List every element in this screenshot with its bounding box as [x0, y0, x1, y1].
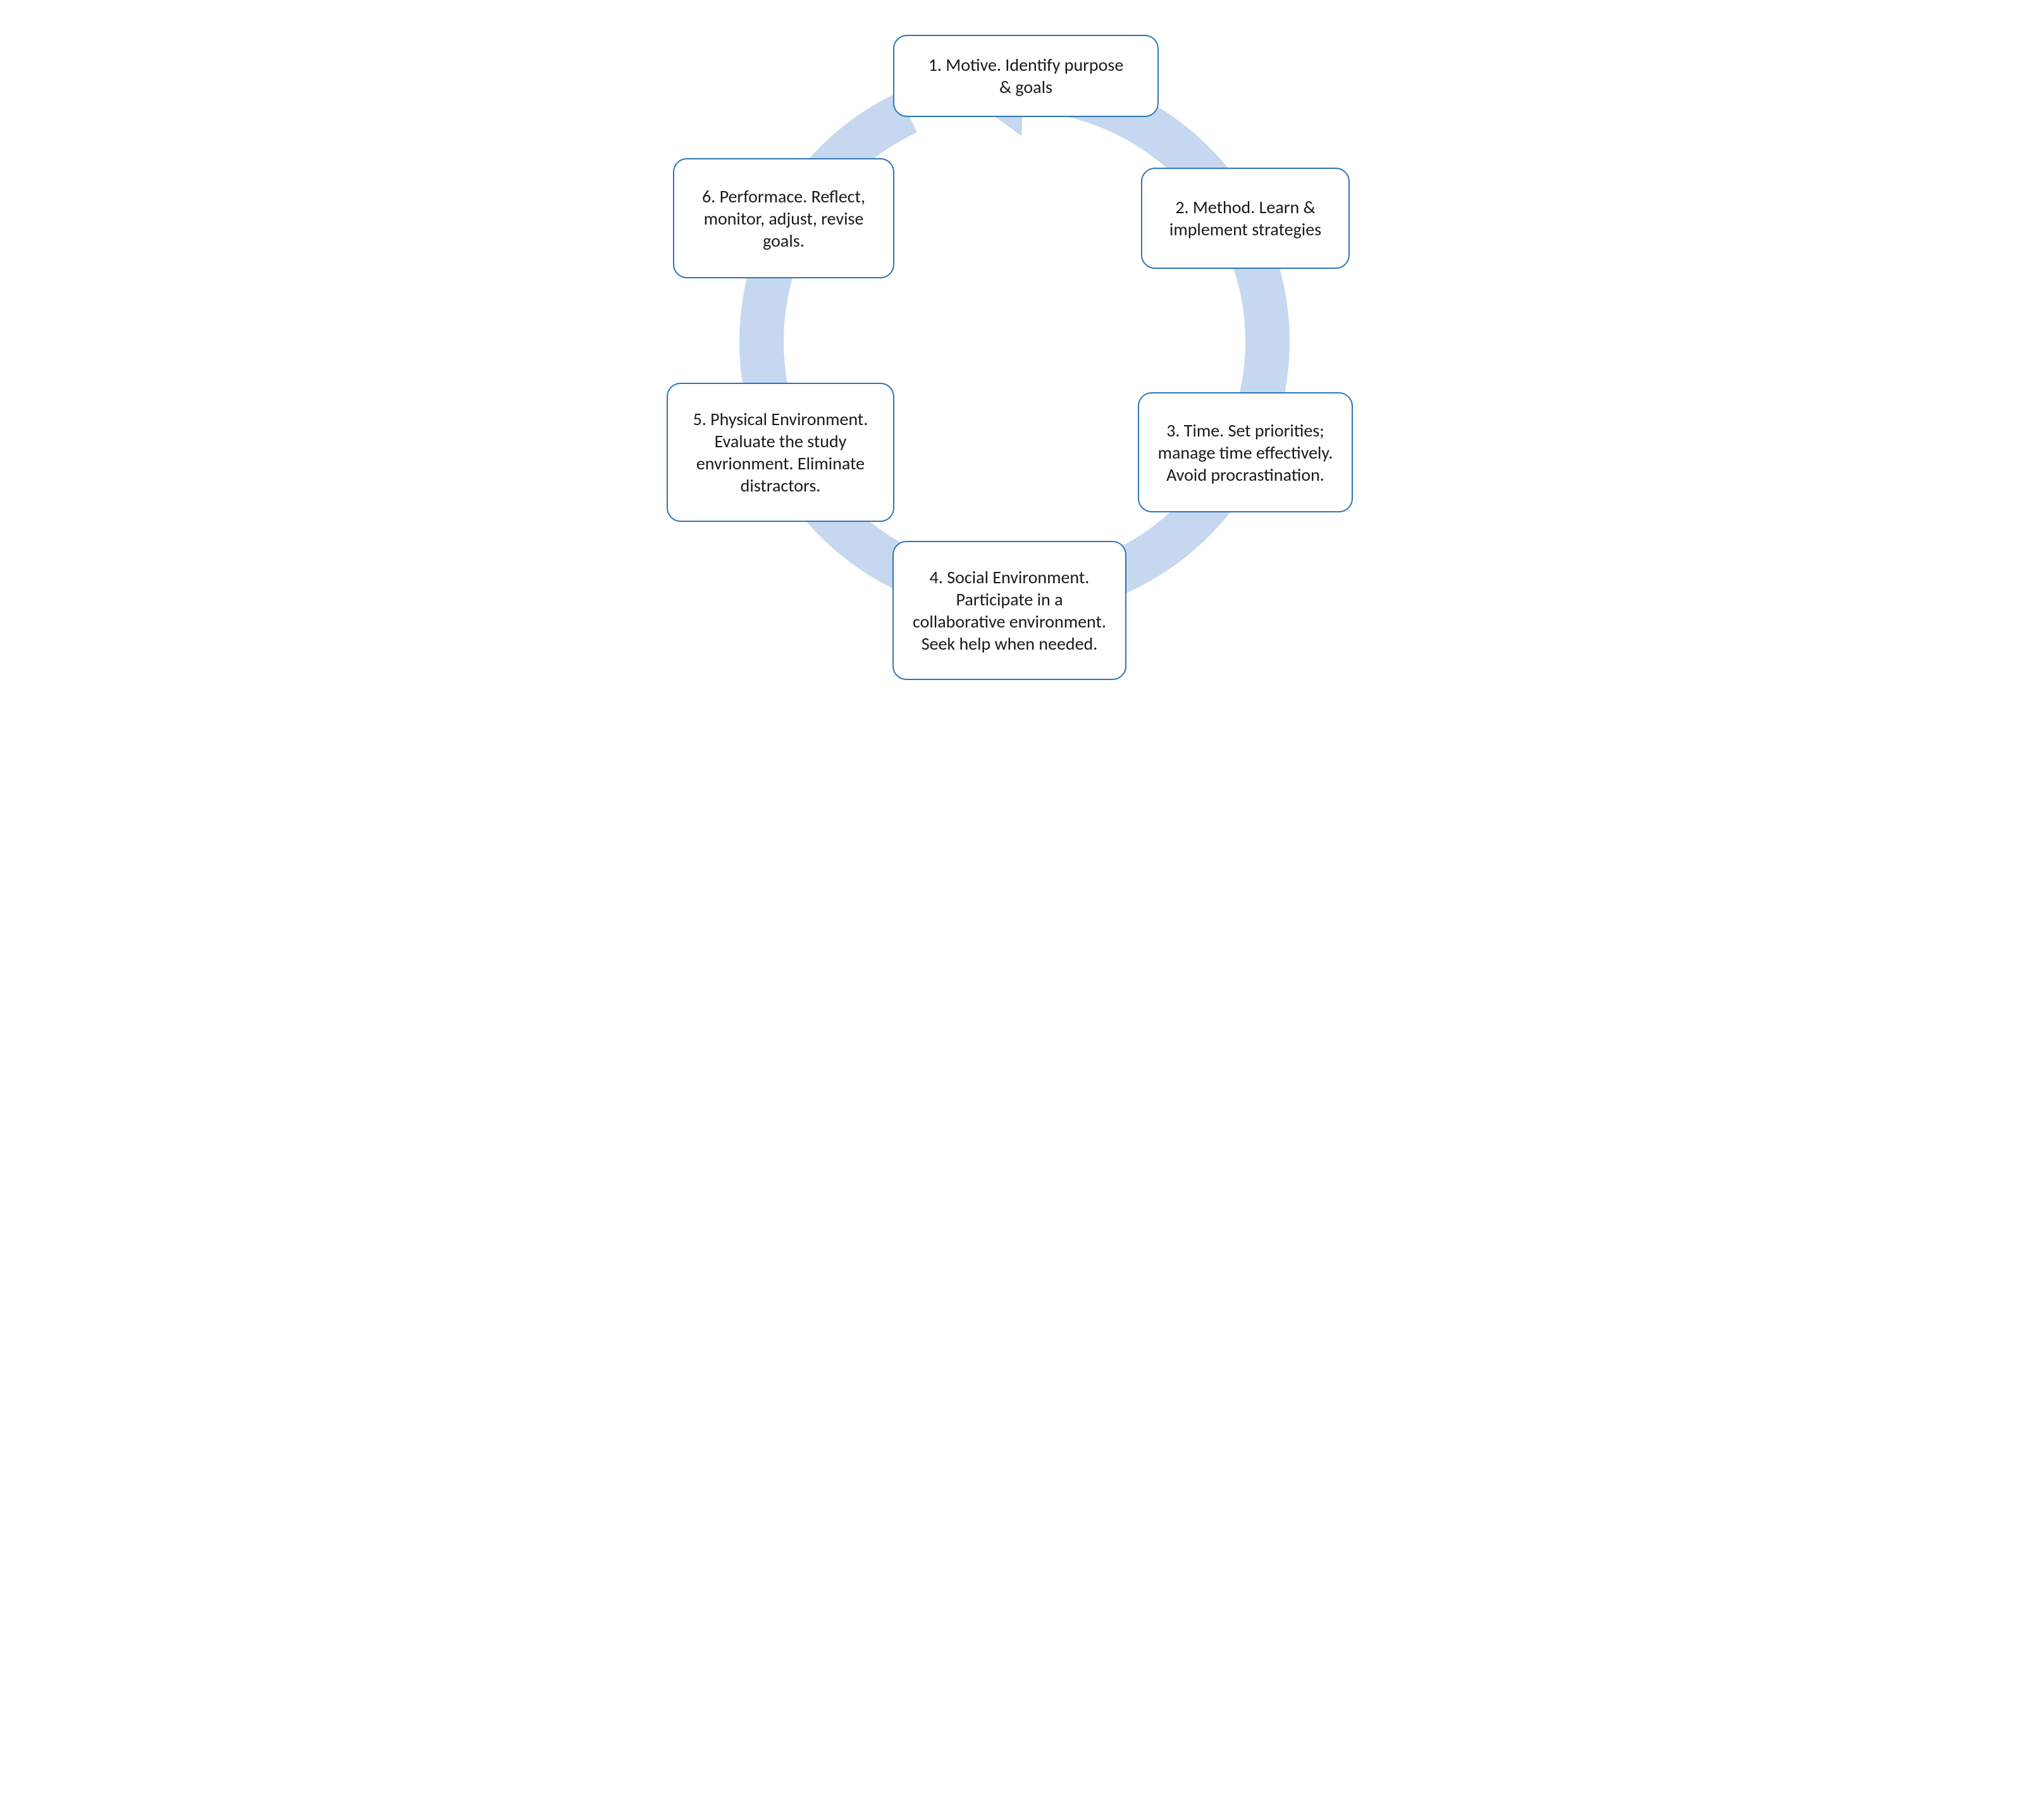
cycle-node-label: 3. Time. Set priorities; manage time eff… [1147, 413, 1345, 492]
cycle-diagram: 1. Motive. Identify purpose & goals 2. Me… [648, 0, 1381, 671]
cycle-node-6: 6. Performace. Reflect, monitor, adjust,… [673, 158, 894, 278]
cycle-node-label: 2. Method. Learn & implement strategies [1158, 190, 1333, 247]
cycle-node-2: 2. Method. Learn & implement strategies [1141, 168, 1350, 269]
cycle-node-label: 6. Performace. Reflect, monitor, adjust,… [691, 179, 877, 258]
cycle-node-label: 4. Social Environment. Participate in a … [901, 560, 1118, 661]
cycle-node-label: 5. Physical Environment. Evaluate the st… [682, 402, 880, 503]
cycle-node-label: 1. Motive. Identify purpose & goals [917, 47, 1135, 104]
cycle-node-4: 4. Social Environment. Participate in a … [892, 541, 1126, 680]
cycle-node-3: 3. Time. Set priorities; manage time eff… [1138, 392, 1353, 512]
cycle-node-1: 1. Motive. Identify purpose & goals [893, 35, 1159, 117]
cycle-node-5: 5. Physical Environment. Evaluate the st… [667, 383, 894, 522]
